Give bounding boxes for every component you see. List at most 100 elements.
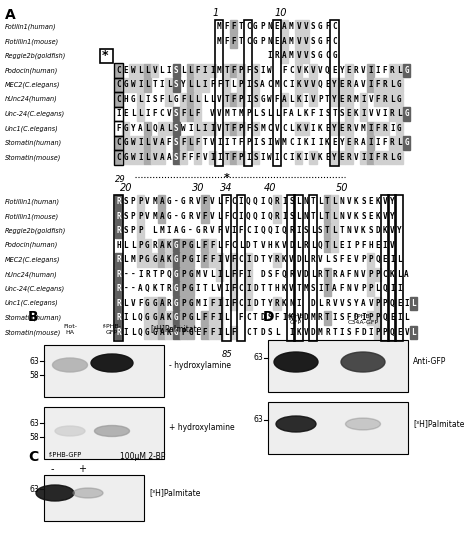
Bar [216,267,223,281]
Text: R: R [152,241,157,250]
Text: S: S [253,153,258,162]
Text: I: I [217,299,222,308]
Text: E: E [383,255,387,264]
Text: -: - [174,197,179,206]
Text: M: M [361,124,366,133]
Bar [324,311,331,324]
Text: R: R [346,153,351,162]
Text: K: K [354,197,358,206]
Text: E: E [346,66,351,75]
Text: K: K [318,124,322,133]
Text: R: R [318,313,322,322]
Text: I: I [145,95,150,104]
Bar [396,78,403,91]
Bar [209,253,216,266]
Text: Q: Q [138,328,143,337]
Text: F: F [210,241,215,250]
Bar [381,194,389,340]
Text: R: R [116,313,121,322]
Text: G: G [318,51,322,60]
Bar [223,78,230,91]
Text: D: D [289,241,294,250]
Text: L: L [390,80,394,89]
Bar [44,407,164,459]
Text: L: L [145,66,150,75]
Text: A: A [138,284,143,293]
Text: -: - [174,212,179,221]
Text: 34: 34 [220,183,233,193]
Text: T: T [152,270,157,279]
Bar [346,107,353,120]
Text: L: L [310,241,315,250]
Text: L: L [131,109,135,118]
Text: R: R [275,197,279,206]
Text: H: H [267,241,272,250]
Text: T: T [325,212,330,221]
Text: V: V [282,241,286,250]
Text: P: P [361,284,366,293]
Text: V: V [224,226,229,235]
Text: 30: 30 [191,183,204,193]
Bar [187,325,194,339]
Text: 63: 63 [253,416,263,425]
Text: 29: 29 [115,175,126,184]
Text: E: E [375,241,380,250]
Text: I: I [124,328,128,337]
Text: V: V [260,241,265,250]
Text: G: G [397,95,401,104]
Bar [331,78,338,91]
Bar [223,150,230,164]
Bar [115,135,123,150]
Text: T: T [203,138,207,147]
Text: G: G [332,51,337,60]
Text: L: L [124,299,128,308]
Text: N: N [289,299,294,308]
Bar [187,253,194,266]
Text: L: L [195,328,200,337]
Text: P: P [361,255,366,264]
Text: W: W [275,138,279,147]
Text: -: - [188,226,193,235]
Text: C: C [282,80,286,89]
Bar [144,238,151,252]
Text: I: I [318,284,322,293]
Text: -: - [50,464,54,474]
Text: Q: Q [375,255,380,264]
Text: V: V [383,197,387,206]
Text: V: V [296,37,301,46]
Text: I: I [217,270,222,279]
Bar [230,325,237,339]
Text: Q: Q [318,80,322,89]
Bar [324,267,331,281]
Text: I: I [361,95,366,104]
Text: Reggie2b(goldfish): Reggie2b(goldfish) [5,53,66,59]
Text: L: L [289,124,294,133]
Text: D: D [253,299,258,308]
Text: 58: 58 [29,371,39,380]
Text: R: R [203,226,207,235]
Bar [374,311,382,324]
Text: I: I [282,313,286,322]
Bar [302,78,310,91]
Text: F: F [217,80,222,89]
Bar [115,106,123,121]
Text: S: S [253,124,258,133]
Text: S: S [174,66,179,75]
Text: I: I [368,124,373,133]
Text: V: V [303,124,308,133]
Bar [201,63,209,77]
Text: A: A [159,241,164,250]
Text: P: P [375,328,380,337]
Bar [367,253,374,266]
Text: A: A [5,8,16,22]
Text: N: N [303,212,308,221]
Text: I: I [296,138,301,147]
Text: -: - [131,284,135,293]
Bar [137,209,144,223]
Text: V: V [217,109,222,118]
Text: D: D [253,284,258,293]
Bar [44,345,164,397]
Bar [144,296,151,310]
Text: I: I [167,226,171,235]
Bar [295,34,302,48]
